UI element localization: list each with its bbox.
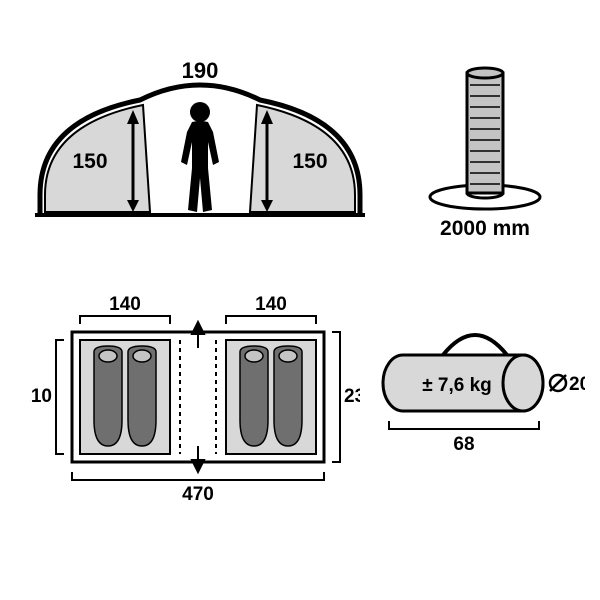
label-left-room: 140 — [109, 294, 141, 315]
label-left-height: 150 — [72, 150, 107, 173]
dim-right — [332, 332, 340, 462]
floor-plan-svg: 140 140 210 230 470 — [30, 290, 360, 510]
packed-size: ± 7,6 kg 20 68 — [375, 305, 585, 475]
tent-floor-plan: 140 140 210 230 470 — [30, 290, 360, 510]
glass-body — [467, 73, 503, 193]
label-top-width: 190 — [182, 60, 219, 83]
handle-icon — [443, 335, 507, 355]
label-right-room: 140 — [255, 294, 287, 315]
label-length: 68 — [453, 434, 474, 455]
diameter-group — [550, 375, 566, 391]
waterproof-rating: 2000 mm — [410, 55, 560, 245]
waterproof-svg: 2000 mm — [410, 55, 560, 245]
human-icon — [181, 102, 219, 212]
label-right-height: 150 — [292, 150, 327, 173]
bag-cap — [503, 355, 543, 411]
dim-length — [389, 421, 539, 429]
tent-side-view: 190 150 150 — [35, 60, 365, 240]
label-waterproof: 2000 mm — [440, 217, 530, 240]
tent-side-svg: 190 150 150 — [35, 60, 365, 240]
tent-spec-infographic: 190 150 150 — [0, 0, 600, 600]
label-left-depth: 210 — [30, 386, 52, 407]
packed-svg: ± 7,6 kg 20 68 — [375, 305, 585, 475]
center-opening — [180, 322, 216, 472]
label-total-width: 470 — [182, 484, 214, 505]
label-diameter: 20 — [569, 374, 585, 395]
glass-top — [467, 68, 503, 78]
dim-left — [56, 340, 64, 454]
label-right-depth: 230 — [344, 386, 360, 407]
label-weight: ± 7,6 kg — [422, 375, 492, 396]
